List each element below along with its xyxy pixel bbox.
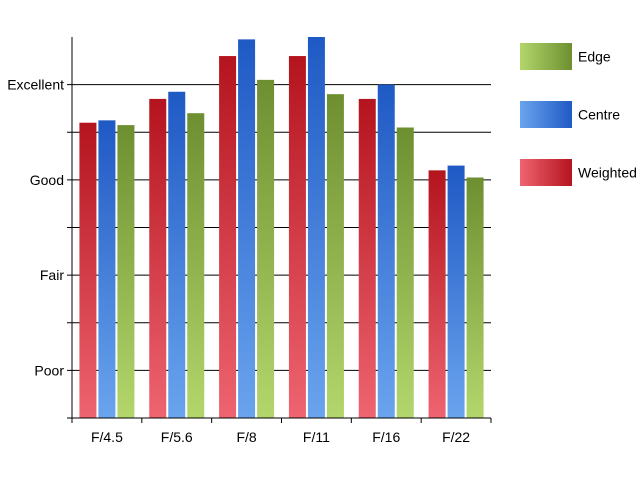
- bars: [79, 37, 484, 419]
- bar-centre-f8: [238, 39, 256, 418]
- legend: Edge Centre Weighted: [520, 43, 637, 186]
- bar-weighted-f16: [358, 98, 376, 418]
- bar-centre-f22: [447, 165, 465, 418]
- legend-item-centre: Centre: [520, 101, 620, 128]
- bar-weighted-f45: [79, 122, 97, 418]
- legend-label-weighted: Weighted: [578, 165, 637, 181]
- bar-edge-f56: [187, 113, 205, 418]
- x-tick-label: F/16: [372, 429, 400, 445]
- x-tick-label: F/8: [236, 429, 256, 445]
- y-tick-label: Poor: [34, 362, 64, 378]
- x-tick-label: F/11: [303, 429, 330, 445]
- x-tick-label: F/5.6: [161, 429, 193, 445]
- legend-label-edge: Edge: [578, 49, 611, 65]
- bar-weighted-f11: [288, 56, 306, 419]
- legend-swatch-weighted: [520, 159, 572, 186]
- bar-edge-f16: [396, 127, 414, 419]
- bar-weighted-f22: [428, 170, 446, 418]
- y-tick-label: Good: [30, 172, 64, 188]
- bar-centre-f16: [377, 84, 395, 418]
- bar-weighted-f8: [219, 56, 237, 419]
- legend-swatch-edge: [520, 43, 572, 70]
- bar-centre-f11: [307, 37, 325, 418]
- gridlines: [72, 84, 491, 371]
- legend-label-centre: Centre: [578, 107, 620, 123]
- y-tick-label: Fair: [40, 267, 64, 283]
- y-tick-label: Excellent: [7, 77, 64, 93]
- legend-item-edge: Edge: [520, 43, 611, 70]
- y-axis-tick-labels: Poor Fair Good Excellent: [7, 77, 64, 379]
- x-tick-label: F/4.5: [91, 429, 123, 445]
- bar-centre-f45: [98, 120, 116, 418]
- bar-centre-f56: [168, 91, 186, 419]
- bar-edge-f11: [326, 94, 344, 419]
- legend-item-weighted: Weighted: [520, 159, 637, 186]
- x-tick-label: F/22: [442, 429, 470, 445]
- bar-edge-f45: [117, 125, 135, 418]
- bar-edge-f8: [257, 79, 275, 419]
- bar-edge-f22: [466, 177, 484, 418]
- x-axis-tick-labels: F/4.5 F/5.6 F/8 F/11 F/16 F/22: [91, 429, 470, 445]
- legend-swatch-centre: [520, 101, 572, 128]
- axes: [67, 37, 492, 423]
- bar-weighted-f56: [149, 98, 167, 418]
